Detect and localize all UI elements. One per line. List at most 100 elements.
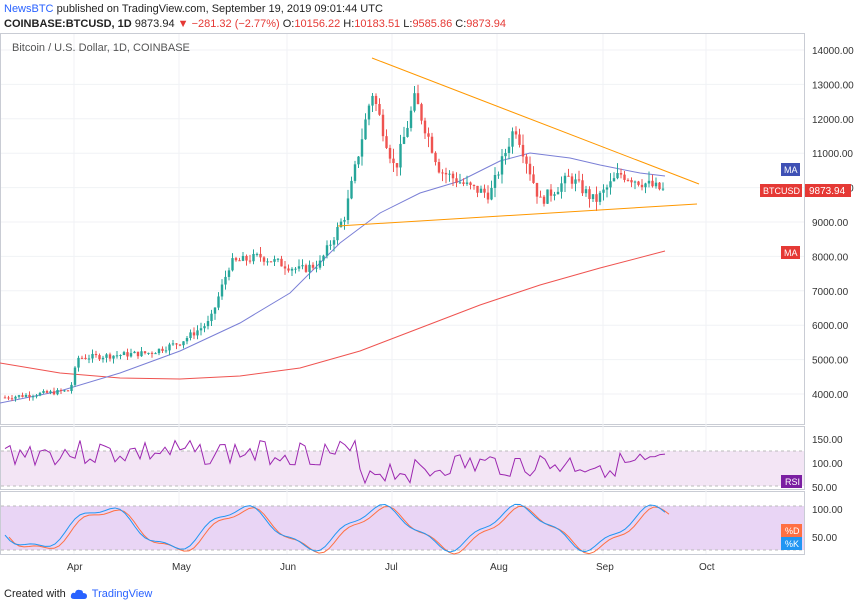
stoch-d-badge-label: %D [785,526,800,536]
ma-bottom-badge [781,246,800,259]
ma-top-badge [781,163,800,176]
candle-body [164,350,168,352]
triangle-lower-trendline[interactable] [337,203,698,227]
published-text: published on TradingView.com, September … [56,3,383,15]
candle-body [504,152,507,157]
price-tick-label: 13000.00 [812,80,854,91]
candle-body [476,185,479,193]
created-with-label: Created with [4,588,66,600]
time-tick-label: Jun [280,562,296,573]
candle-body [59,390,63,392]
candle-body [304,265,308,272]
high-label: H: [343,18,355,30]
candle-body [199,328,203,331]
candle-body [462,182,465,184]
author-link[interactable]: NewsBTC [4,3,54,15]
triangle-upper-trendline[interactable] [371,57,700,185]
candle-body [49,391,52,393]
candle-body [329,244,332,246]
price-badge-label: 9873.94 [809,186,846,197]
candle-body [346,198,350,221]
candle-body [84,357,87,359]
candle-body [598,192,602,202]
candle-body [658,182,661,190]
chart-canvas[interactable]: Bitcoin / U.S. Dollar, 1D, COINBASE 1400… [0,33,860,575]
candle-body [10,398,14,400]
candle-body [584,189,588,194]
candle-body [322,255,325,261]
candle-body [21,395,24,397]
candle-body [353,164,357,181]
candle-body [276,258,280,260]
candle-body [339,221,343,227]
candle-body [406,127,409,137]
candle-body [423,120,427,134]
price-tick-label: 9000.00 [812,218,849,229]
candle-body [70,384,73,392]
candle-body [420,104,423,121]
ma-bottom-badge-label: MA [784,248,798,258]
candle-body [521,144,525,157]
candle-body [374,95,378,105]
candle-body [297,266,301,269]
rsi-badge-label: RSI [785,477,800,487]
candle-body [472,185,476,187]
rsi-band [1,451,804,486]
main-pane[interactable] [0,33,805,425]
candle-body [399,143,402,168]
candle-body [259,253,262,258]
high-value: 10183.51 [354,18,401,30]
price-tick-label: 4000.00 [812,390,849,401]
candle-body [238,260,241,262]
time-tick-label: Oct [699,562,715,573]
candle-body [87,358,91,360]
candle-body [185,337,189,342]
open-label: O: [282,18,295,30]
candle-body [392,158,395,164]
candle-body [623,174,626,180]
candle-body [136,351,140,357]
candle-body [427,133,430,137]
candle-body [3,397,7,399]
candle-body [630,180,633,183]
time-tick-label: Sep [596,562,614,573]
candle-body [126,352,129,357]
last-price: 9873.94 [134,18,175,30]
candle-body [357,156,360,165]
close-value: 9873.94 [466,18,507,30]
candle-body [367,105,371,120]
price-axis: 14000.0013000.0012000.0011000.0010000.00… [812,46,854,401]
candle-body [255,253,259,255]
candle-body [108,354,112,359]
candle-body [213,307,217,314]
ma-top-badge-label: MA [784,165,798,175]
candle-body [318,260,322,268]
candle-body [542,196,546,204]
time-tick-label: Aug [490,562,508,573]
candle-body [378,104,381,115]
candle-body [245,255,248,261]
symbol-badge-label: BTCUSD [763,186,801,196]
candle-body [210,313,213,322]
candle-body [570,176,574,184]
time-tick-label: Apr [67,562,83,573]
candle-body [532,174,535,183]
stoch-k-line [4,503,666,553]
candle-body [490,187,493,200]
price-tick-label: 12000.00 [812,115,854,126]
candle-body [581,180,584,194]
close-label: C: [455,18,467,30]
candle-body [311,264,315,268]
time-tick-label: Jul [385,562,398,573]
candle-body [248,260,252,262]
candle-body [388,147,392,159]
candle-body [633,181,637,183]
candle-body [287,268,290,271]
candle-body [80,357,84,359]
candle-body [402,136,406,144]
candle-body [350,180,353,199]
tradingview-brand-link[interactable]: TradingView [91,588,153,600]
candle-body [612,178,616,182]
candle-body [413,93,416,111]
candle-body [574,179,577,184]
